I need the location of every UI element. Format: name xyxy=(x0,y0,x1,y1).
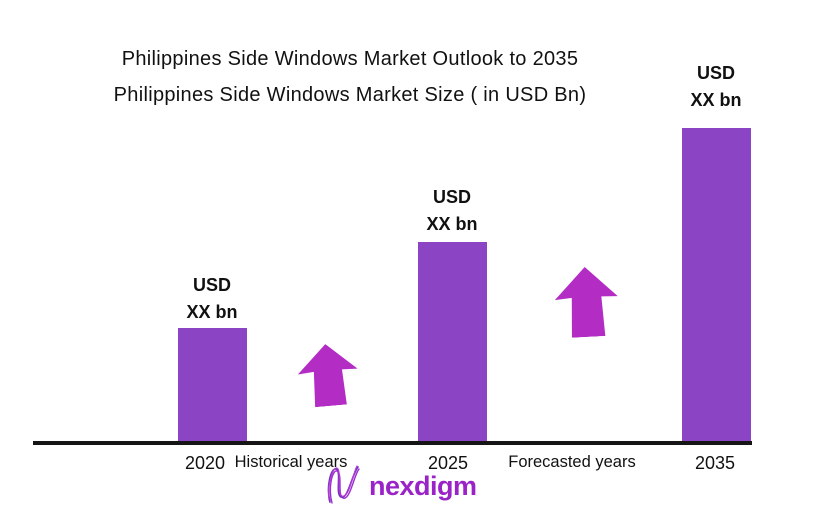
value-label-2025-currency: USD xyxy=(432,187,471,207)
value-label-2035-amount: XX bn xyxy=(690,90,742,110)
value-label-2020-currency: USD xyxy=(192,275,231,295)
value-label-2035-currency: USD xyxy=(696,63,735,83)
x-label-2020: 2020 xyxy=(184,453,226,473)
phase-label-forecasted: Forecasted years xyxy=(508,453,636,471)
value-label-2035: USD XX bn xyxy=(646,60,786,114)
x-axis-line xyxy=(33,441,752,445)
chart-subtitle: Philippines Side Windows Market Size ( i… xyxy=(113,84,587,106)
x-label-2025: 2025 xyxy=(427,453,469,473)
growth-arrow-historical xyxy=(295,342,360,409)
bar-2025 xyxy=(418,242,487,442)
value-label-2025-amount: XX bn xyxy=(426,214,478,234)
nexdigm-logo-icon xyxy=(326,462,362,511)
chart-title: Philippines Side Windows Market Outlook … xyxy=(121,48,579,70)
bar-2020 xyxy=(178,328,247,442)
x-label-2035: 2035 xyxy=(694,453,736,473)
value-label-2020: USD XX bn xyxy=(142,272,282,326)
value-label-2025: USD XX bn xyxy=(382,184,522,238)
growth-arrow-forecasted xyxy=(553,265,620,338)
phase-label-historical: Historical years xyxy=(234,453,348,471)
nexdigm-logo-text: nexdigm xyxy=(369,470,477,501)
value-label-2020-amount: XX bn xyxy=(186,302,238,322)
nexdigm-logo: nexdigm xyxy=(326,462,477,510)
bar-2035 xyxy=(682,128,751,442)
